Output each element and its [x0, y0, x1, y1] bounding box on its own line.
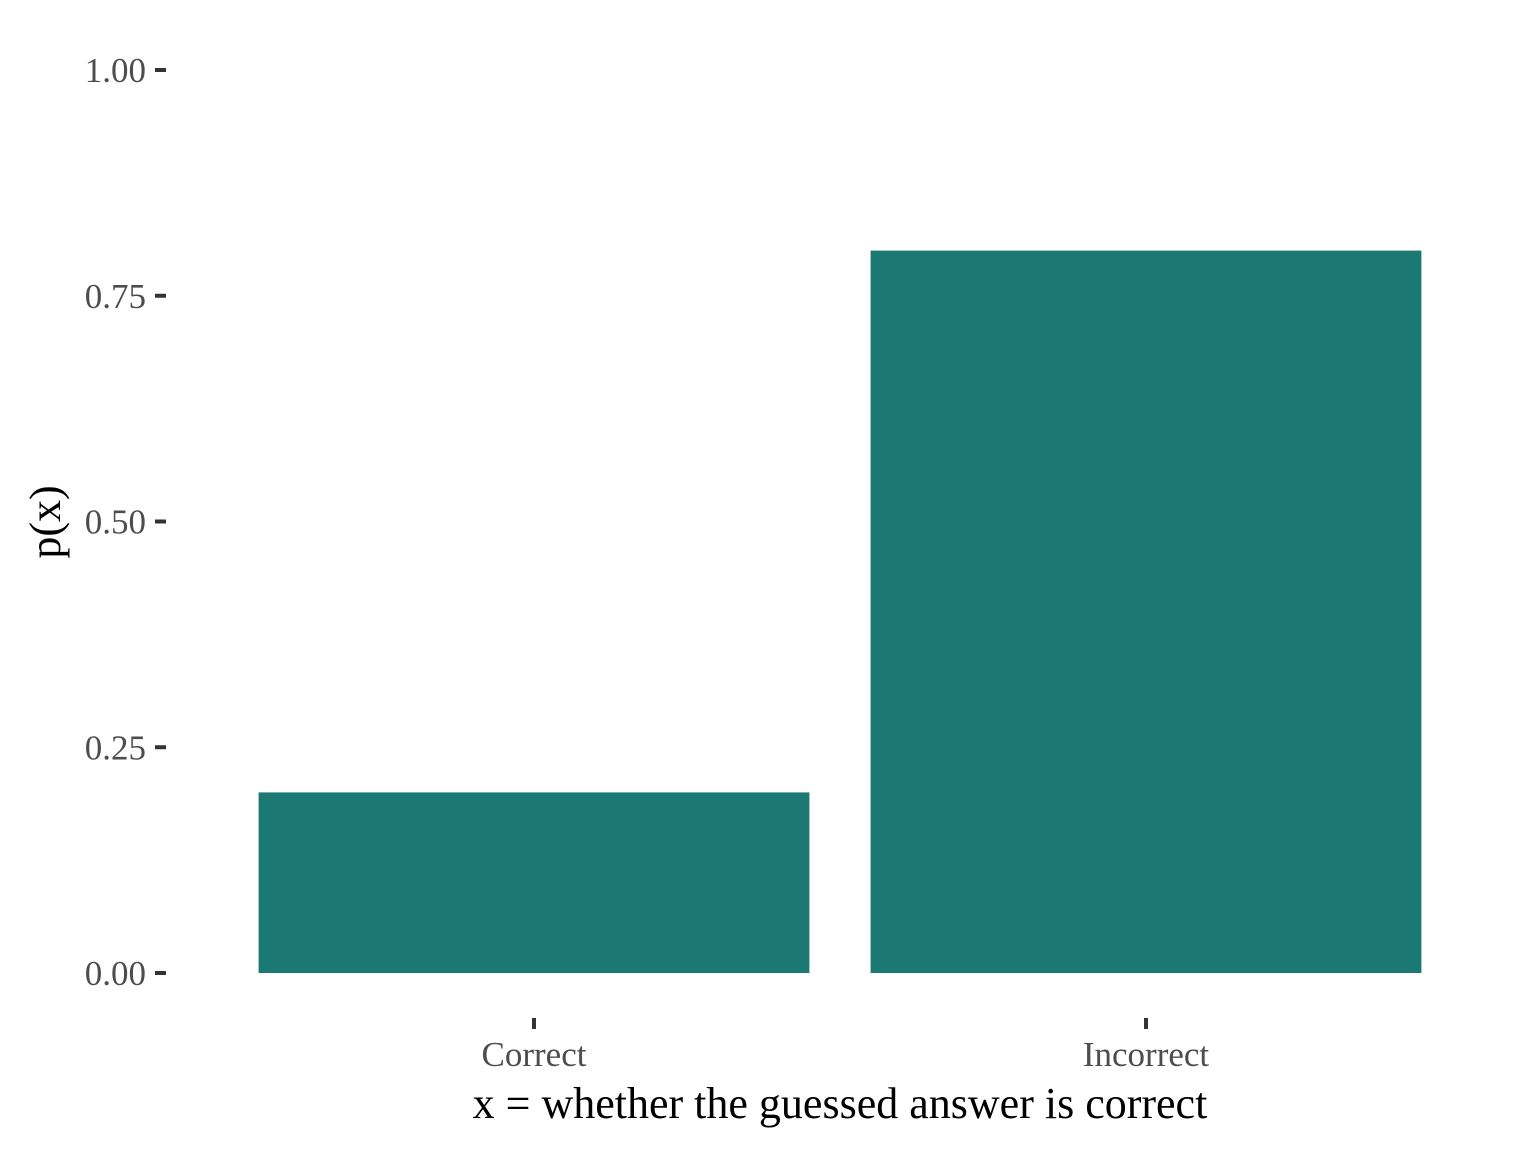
y-axis: 0.00 0.25 0.50 0.75 1.00: [85, 51, 166, 993]
y-tick-label: 0.75: [85, 277, 146, 316]
y-tick-label: 0.00: [85, 954, 146, 993]
x-axis-title: x = whether the guessed answer is correc…: [473, 1079, 1208, 1128]
y-tick-label: 0.25: [85, 728, 146, 767]
bar-correct: [258, 792, 810, 973]
y-axis-title: p(x): [21, 485, 70, 558]
x-axis: Correct Incorrect: [482, 1018, 1210, 1074]
y-tick-label: 1.00: [85, 51, 146, 90]
x-tick-label: Incorrect: [1083, 1035, 1210, 1074]
y-tick-label: 0.50: [85, 503, 146, 542]
bar-incorrect: [870, 250, 1422, 974]
x-tick-label: Correct: [482, 1035, 587, 1074]
plot-area: [258, 250, 1422, 974]
